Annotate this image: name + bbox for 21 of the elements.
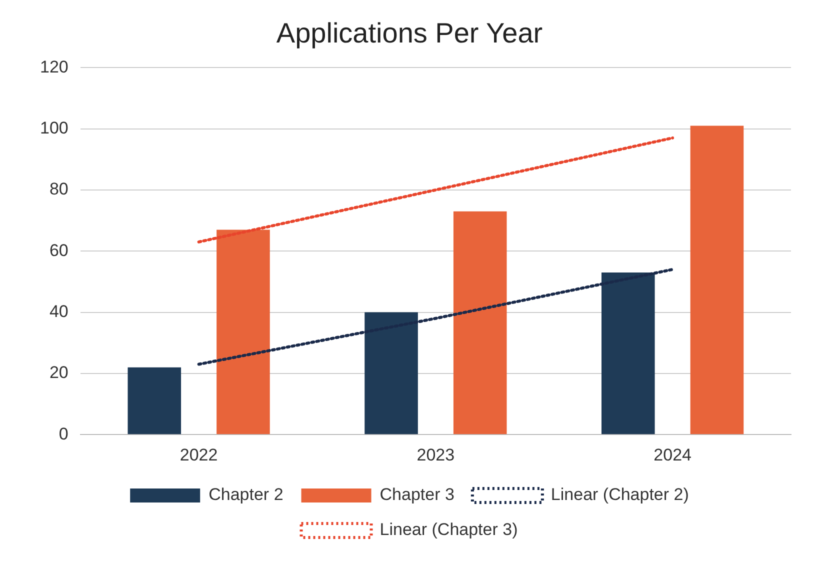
- y-tick-label: 60: [49, 240, 68, 260]
- x-tick-label: 2023: [416, 445, 455, 464]
- y-tick-label: 40: [49, 302, 68, 321]
- bar: [364, 312, 418, 434]
- y-tick-label: 20: [49, 363, 68, 382]
- legend-label: Linear (Chapter 3): [380, 520, 518, 540]
- bar: [216, 230, 270, 434]
- bar: [601, 272, 655, 434]
- y-tick-label: 120: [40, 57, 68, 76]
- chart-title: Applications Per Year: [276, 18, 543, 49]
- y-tick-label: 100: [40, 118, 68, 138]
- y-tick-label: 80: [49, 180, 68, 199]
- legend-label: Chapter 3: [380, 485, 454, 504]
- x-tick-label: 2022: [180, 445, 218, 464]
- y-tick-label: 0: [58, 424, 68, 444]
- legend-label: Linear (Chapter 2): [550, 485, 689, 504]
- legend-label: Chapter 2: [208, 485, 284, 504]
- x-tick-label: 2024: [654, 445, 692, 464]
- bar: [128, 367, 182, 434]
- bar: [453, 211, 507, 434]
- bar: [690, 126, 744, 434]
